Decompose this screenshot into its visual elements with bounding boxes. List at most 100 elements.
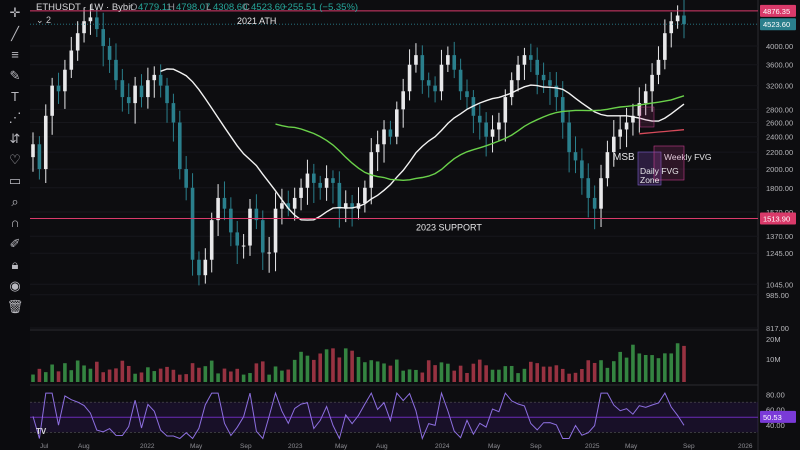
- volume-bar: [324, 349, 329, 382]
- volume-bar: [375, 361, 380, 382]
- volume-bar: [120, 360, 125, 382]
- volume-bar: [209, 360, 214, 382]
- candle-body: [516, 64, 520, 81]
- volume-bar: [229, 371, 233, 382]
- high-label: H: [168, 2, 175, 13]
- volume-bar: [599, 360, 603, 382]
- trash-icon[interactable]: 🗑︎: [6, 299, 24, 314]
- y-tick-label: 1800.00: [766, 184, 793, 193]
- candle-body: [592, 197, 597, 209]
- candle-body: [114, 59, 118, 81]
- volume-bar: [369, 360, 374, 382]
- volume-bar: [37, 368, 42, 382]
- eye-icon[interactable]: ◉: [9, 278, 21, 293]
- candle-body: [146, 80, 150, 98]
- volume-bar: [401, 370, 405, 382]
- candle-body: [184, 169, 188, 188]
- volume-bar: [382, 363, 386, 382]
- candle-body: [675, 15, 680, 22]
- volume-bar: [452, 370, 457, 382]
- candle-body: [611, 136, 616, 153]
- candle-body: [535, 59, 540, 75]
- candle-body: [637, 103, 642, 116]
- candle-body: [75, 33, 80, 51]
- moving-average-red: [639, 129, 685, 135]
- rsi-line: [32, 391, 685, 441]
- candle-body: [522, 55, 527, 65]
- candle-body: [177, 122, 182, 170]
- volume-bar: [75, 360, 80, 382]
- volume-bar: [267, 374, 271, 382]
- candle-body: [299, 187, 303, 198]
- volume-bar: [331, 348, 335, 382]
- volume-bar: [126, 365, 131, 382]
- volume-bar: [637, 353, 642, 382]
- ruler-icon[interactable]: ▭: [8, 173, 22, 188]
- x-tick-label: 2026: [738, 443, 753, 450]
- pattern-icon[interactable]: ⋰: [8, 110, 22, 125]
- daily-fvg-zone-annotation: Zone: [640, 175, 660, 185]
- zoom-icon[interactable]: ⌕: [11, 194, 19, 209]
- candle-body: [222, 197, 227, 209]
- volume-bar: [273, 366, 278, 382]
- volume-bar: [254, 363, 259, 382]
- candle-body: [286, 203, 291, 209]
- candle-body: [197, 259, 201, 276]
- ath-price-badge: [760, 4, 796, 17]
- volume-bar: [101, 372, 106, 382]
- fib-icon[interactable]: ≡: [11, 47, 19, 62]
- volume-bar: [305, 355, 310, 382]
- text-icon[interactable]: T: [11, 89, 19, 104]
- msb-annotation: MSB: [613, 152, 635, 163]
- x-tick-label: Aug: [78, 443, 90, 450]
- symbol-label[interactable]: ETHUSDT · 1W · Bybit: [36, 2, 133, 13]
- candle-body: [203, 259, 208, 276]
- magnet-icon[interactable]: ∩: [10, 215, 20, 230]
- candle-body: [580, 160, 584, 179]
- candle-body: [273, 208, 278, 253]
- forecast-icon[interactable]: ⇵: [9, 131, 21, 146]
- y-tick-label: 4000.00: [766, 42, 793, 51]
- drawing-toolbar: ✛ ╱ ≡ ✎ T ⋰ ⇵ ♡ ▭ ⌕ ∩ ✐ 🔒︎ ◉ 🗑︎: [0, 0, 31, 450]
- candle-body: [209, 220, 214, 260]
- lock-draw-icon[interactable]: ✐: [9, 236, 21, 251]
- candle-body: [312, 173, 316, 183]
- candle-body: [650, 74, 654, 92]
- volume-bar: [522, 368, 527, 382]
- candle-body: [484, 122, 488, 137]
- heart-icon[interactable]: ♡: [9, 152, 21, 167]
- x-tick-label: 2024: [435, 443, 450, 450]
- candle-body: [433, 85, 437, 92]
- candle-body: [414, 55, 418, 65]
- volume-bar: [197, 367, 201, 382]
- candle-body: [663, 33, 667, 60]
- x-tick-label: 2023: [288, 443, 303, 450]
- volume-bar: [548, 366, 552, 382]
- candle-body: [267, 252, 271, 254]
- volume-bar: [280, 370, 284, 382]
- candle-body: [50, 85, 54, 116]
- candle-body: [618, 129, 622, 137]
- candle-body: [216, 197, 220, 221]
- low-label: L: [206, 2, 212, 13]
- candle-body: [305, 173, 310, 188]
- crosshair-icon[interactable]: ✛: [9, 5, 21, 20]
- volume-bar: [165, 366, 169, 382]
- candle-body: [388, 129, 393, 137]
- indicator-toggle[interactable]: ⌄ 2: [36, 15, 52, 25]
- tradingview-logo: TV: [36, 427, 47, 436]
- trend-line-icon[interactable]: ╱: [11, 26, 19, 41]
- candle-body: [248, 208, 252, 246]
- x-tick-label: Sep: [530, 443, 542, 450]
- lock-icon[interactable]: 🔒︎: [11, 257, 19, 272]
- y-tick-label: 2600.00: [766, 118, 793, 127]
- candle-body: [292, 197, 297, 209]
- candle-body: [88, 17, 93, 22]
- candle-body: [324, 178, 329, 188]
- volume-bar: [299, 351, 303, 382]
- brush-icon[interactable]: ✎: [9, 68, 21, 83]
- y-tick-label: 1245.00: [766, 249, 793, 258]
- rsi-tick-label: 60.00: [766, 406, 785, 415]
- candle-body: [509, 80, 514, 98]
